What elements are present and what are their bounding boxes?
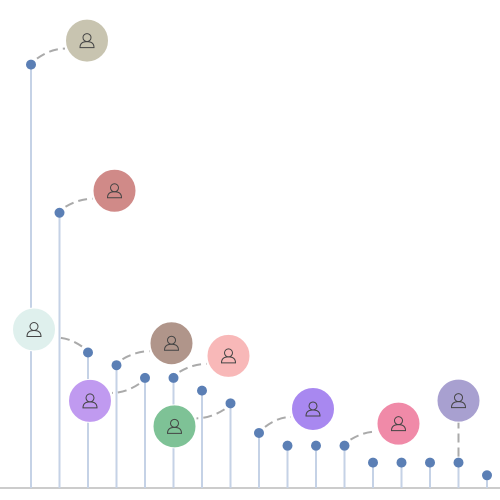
dot xyxy=(254,427,264,438)
avatar-body xyxy=(163,343,180,351)
avatar xyxy=(65,18,109,63)
avatar-body xyxy=(26,330,42,338)
avatar-body xyxy=(106,191,123,199)
avatar xyxy=(92,168,137,213)
avatar-body xyxy=(390,424,407,432)
connector xyxy=(121,350,150,361)
dot xyxy=(368,457,378,468)
connector xyxy=(111,383,140,394)
avatar-circle xyxy=(376,401,421,446)
dot xyxy=(54,207,65,218)
avatar-circle xyxy=(65,18,109,63)
dot xyxy=(425,457,435,468)
dot xyxy=(453,457,464,468)
connector xyxy=(178,362,207,373)
avatar-circle xyxy=(436,378,481,423)
dot xyxy=(311,440,321,451)
avatar-body xyxy=(82,401,98,409)
avatar-circle xyxy=(152,404,197,449)
dot xyxy=(26,59,36,70)
dot xyxy=(83,347,93,358)
avatar-body xyxy=(220,356,237,364)
avatar-circle xyxy=(291,386,335,431)
avatar xyxy=(436,378,481,423)
avatar xyxy=(206,333,251,378)
avatar xyxy=(12,307,56,352)
avatar-circle xyxy=(92,168,137,213)
connector xyxy=(55,336,83,348)
dot xyxy=(339,440,350,451)
connector xyxy=(64,197,93,208)
avatar-body xyxy=(450,401,467,409)
avatar-body xyxy=(166,426,183,434)
dot xyxy=(111,360,122,371)
avatar-circle xyxy=(149,321,194,366)
avatar-body xyxy=(79,41,95,49)
dot xyxy=(482,470,492,481)
dot xyxy=(225,398,236,409)
avatar xyxy=(149,321,194,366)
avatar xyxy=(376,401,421,446)
dot xyxy=(140,372,150,383)
connector xyxy=(264,415,292,428)
dot xyxy=(168,372,179,383)
connector xyxy=(349,430,377,441)
avatar-circle xyxy=(206,333,251,378)
avatar xyxy=(291,386,335,431)
avatar-circle xyxy=(12,307,56,352)
avatar xyxy=(152,404,197,449)
avatar-body xyxy=(305,409,321,417)
connector xyxy=(196,408,226,420)
dot xyxy=(396,457,407,468)
dot xyxy=(282,440,293,451)
avatar xyxy=(68,378,112,423)
connector xyxy=(36,47,66,60)
dot xyxy=(197,385,207,396)
avatar-circle xyxy=(68,378,112,423)
